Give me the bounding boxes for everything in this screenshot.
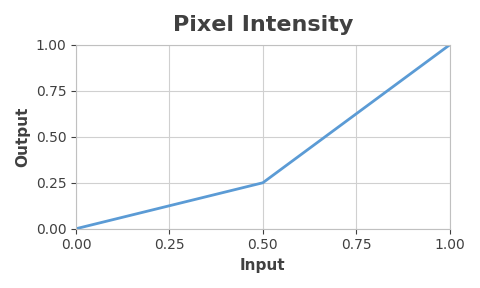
X-axis label: Input: Input	[240, 258, 286, 273]
Title: Pixel Intensity: Pixel Intensity	[173, 15, 353, 35]
Y-axis label: Output: Output	[15, 107, 30, 167]
